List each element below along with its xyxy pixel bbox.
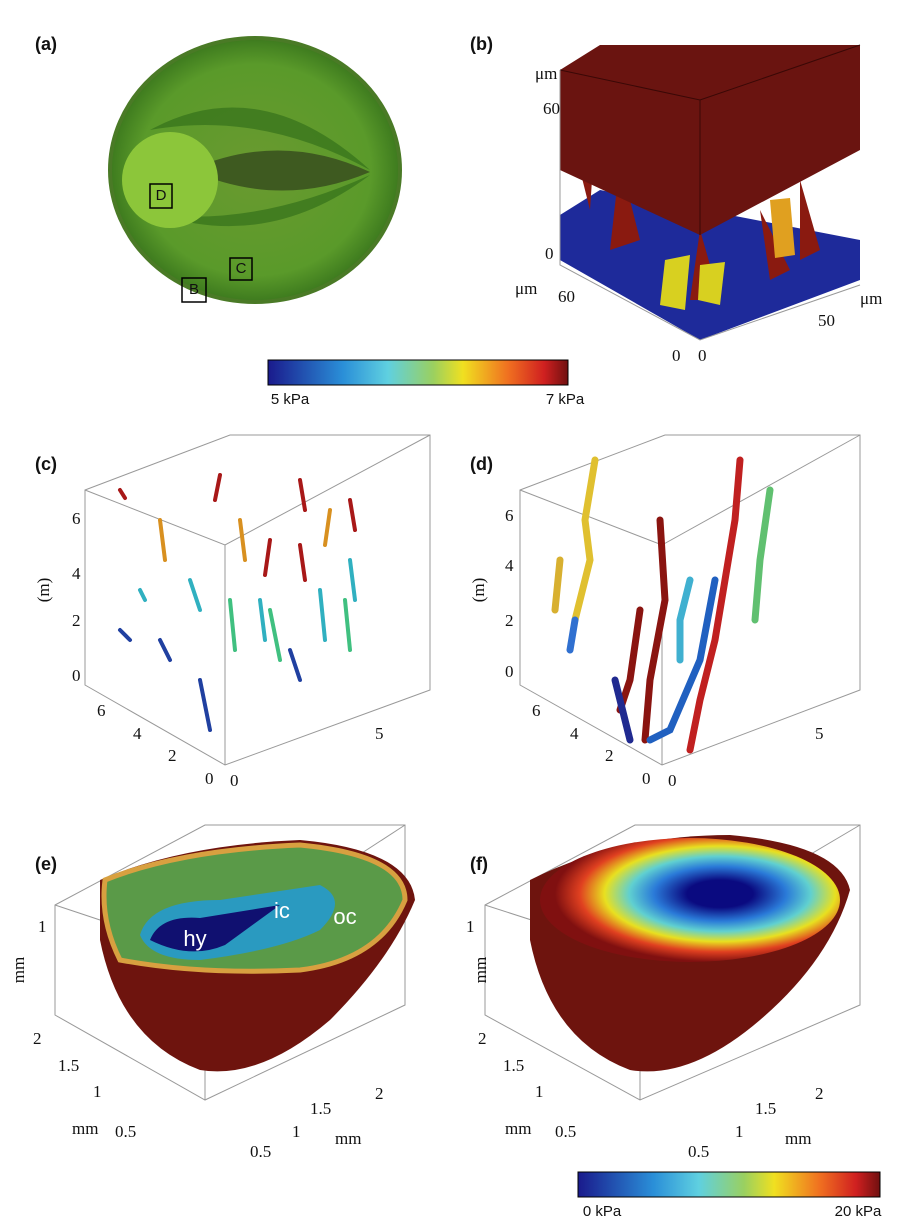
tick-label: 2 — [505, 611, 514, 630]
region-label: B — [189, 281, 199, 298]
tick-label: 4 — [570, 724, 579, 743]
tick-label: 0 — [230, 771, 239, 790]
axis-label: mm — [72, 1119, 98, 1138]
panel-e: (e) 1 mm 2 1.5 1 0.5 mm 0.5 1 1.5 mm 2 h… — [9, 825, 415, 1161]
tick-label: 2 — [168, 746, 177, 765]
axis-label: (m) — [34, 578, 53, 603]
region-label: C — [236, 260, 247, 277]
tick-label: 2 — [72, 611, 81, 630]
tick-label: 0 — [642, 769, 651, 788]
axis-label: mm — [785, 1129, 811, 1148]
tick-label: 6 — [72, 509, 81, 528]
axis-label: mm — [471, 957, 490, 983]
tick-label: 2 — [815, 1084, 824, 1103]
tick-label: 0.5 — [688, 1142, 709, 1161]
panel-label: (f) — [470, 854, 488, 874]
colorbar-label: 0 kPa — [583, 1203, 622, 1220]
tick-label: 0 — [698, 346, 707, 365]
axis-label: mm — [335, 1129, 361, 1148]
tick-label: 6 — [532, 701, 541, 720]
panel-a: (a) D C B — [35, 34, 400, 302]
panel-f: (f) 1 mm 2 1.5 1 0.5 mm 0.5 1 1.5 mm 2 — [466, 825, 860, 1161]
colorbar-label: 5 kPa — [271, 391, 310, 408]
tick-label: 50 — [818, 311, 835, 330]
colorbar-label: 20 kPa — [835, 1203, 882, 1220]
panel-label: (e) — [35, 854, 57, 874]
region-label: oc — [333, 904, 356, 929]
tick-label: 0 — [205, 769, 214, 788]
tick-label: 60 — [543, 99, 560, 118]
panel-label: (a) — [35, 34, 57, 54]
tick-label: 5 — [815, 724, 824, 743]
tick-label: 0.5 — [250, 1142, 271, 1161]
tick-label: 2 — [375, 1084, 384, 1103]
axis-label: mm — [505, 1119, 531, 1138]
tick-label: 1 — [735, 1122, 744, 1141]
tick-label: 0 — [72, 666, 81, 685]
colorbar-label: 7 kPa — [546, 391, 585, 408]
axis-label: μm — [515, 279, 537, 298]
panel-label: (b) — [470, 34, 493, 54]
region-label: ic — [274, 898, 290, 923]
tick-label: 0.5 — [555, 1122, 576, 1141]
region-label: hy — [183, 926, 206, 951]
tick-label: 1.5 — [310, 1099, 331, 1118]
tick-label: 1.5 — [755, 1099, 776, 1118]
panel-b: (b) μm 60 0 μm 60 50 μm 0 0 — [470, 34, 882, 365]
tick-label: 1 — [535, 1082, 544, 1101]
tick-label: 0 — [668, 771, 677, 790]
tick-label: 1 — [466, 917, 475, 936]
tick-label: 1.5 — [58, 1056, 79, 1075]
tick-label: 2 — [478, 1029, 487, 1048]
axis-label: μm — [860, 289, 882, 308]
tick-label: 4 — [505, 556, 514, 575]
tick-label: 4 — [72, 564, 81, 583]
tick-label: 1.5 — [503, 1056, 524, 1075]
tick-label: 0 — [545, 244, 554, 263]
tick-label: 1 — [93, 1082, 102, 1101]
tick-label: 0 — [672, 346, 681, 365]
tick-label: 4 — [133, 724, 142, 743]
figure: (a) D C B (b) μm 60 0 μm 60 50 μm 0 0 5 … — [0, 0, 910, 1222]
tick-label: 0.5 — [115, 1122, 136, 1141]
panel-c: (c) (m) 6 4 2 0 6 4 2 0 0 5 — [34, 435, 430, 790]
tick-label: 1 — [292, 1122, 301, 1141]
axis-label: (m) — [469, 578, 488, 603]
panel-d: (d) (m) 6 4 2 0 6 4 2 0 0 5 — [469, 435, 860, 790]
panel-label: (c) — [35, 454, 57, 474]
axis-label: μm — [535, 64, 557, 83]
tick-label: 6 — [505, 506, 514, 525]
colorbar — [268, 360, 568, 385]
tick-label: 2 — [33, 1029, 42, 1048]
axis-label: mm — [9, 957, 28, 983]
tick-label: 5 — [375, 724, 384, 743]
region-label: D — [156, 187, 167, 204]
tick-label: 60 — [558, 287, 575, 306]
tick-label: 0 — [505, 662, 514, 681]
colorbar — [578, 1172, 880, 1197]
panel-label: (d) — [470, 454, 493, 474]
tick-label: 2 — [605, 746, 614, 765]
tick-label: 1 — [38, 917, 47, 936]
tick-label: 6 — [97, 701, 106, 720]
